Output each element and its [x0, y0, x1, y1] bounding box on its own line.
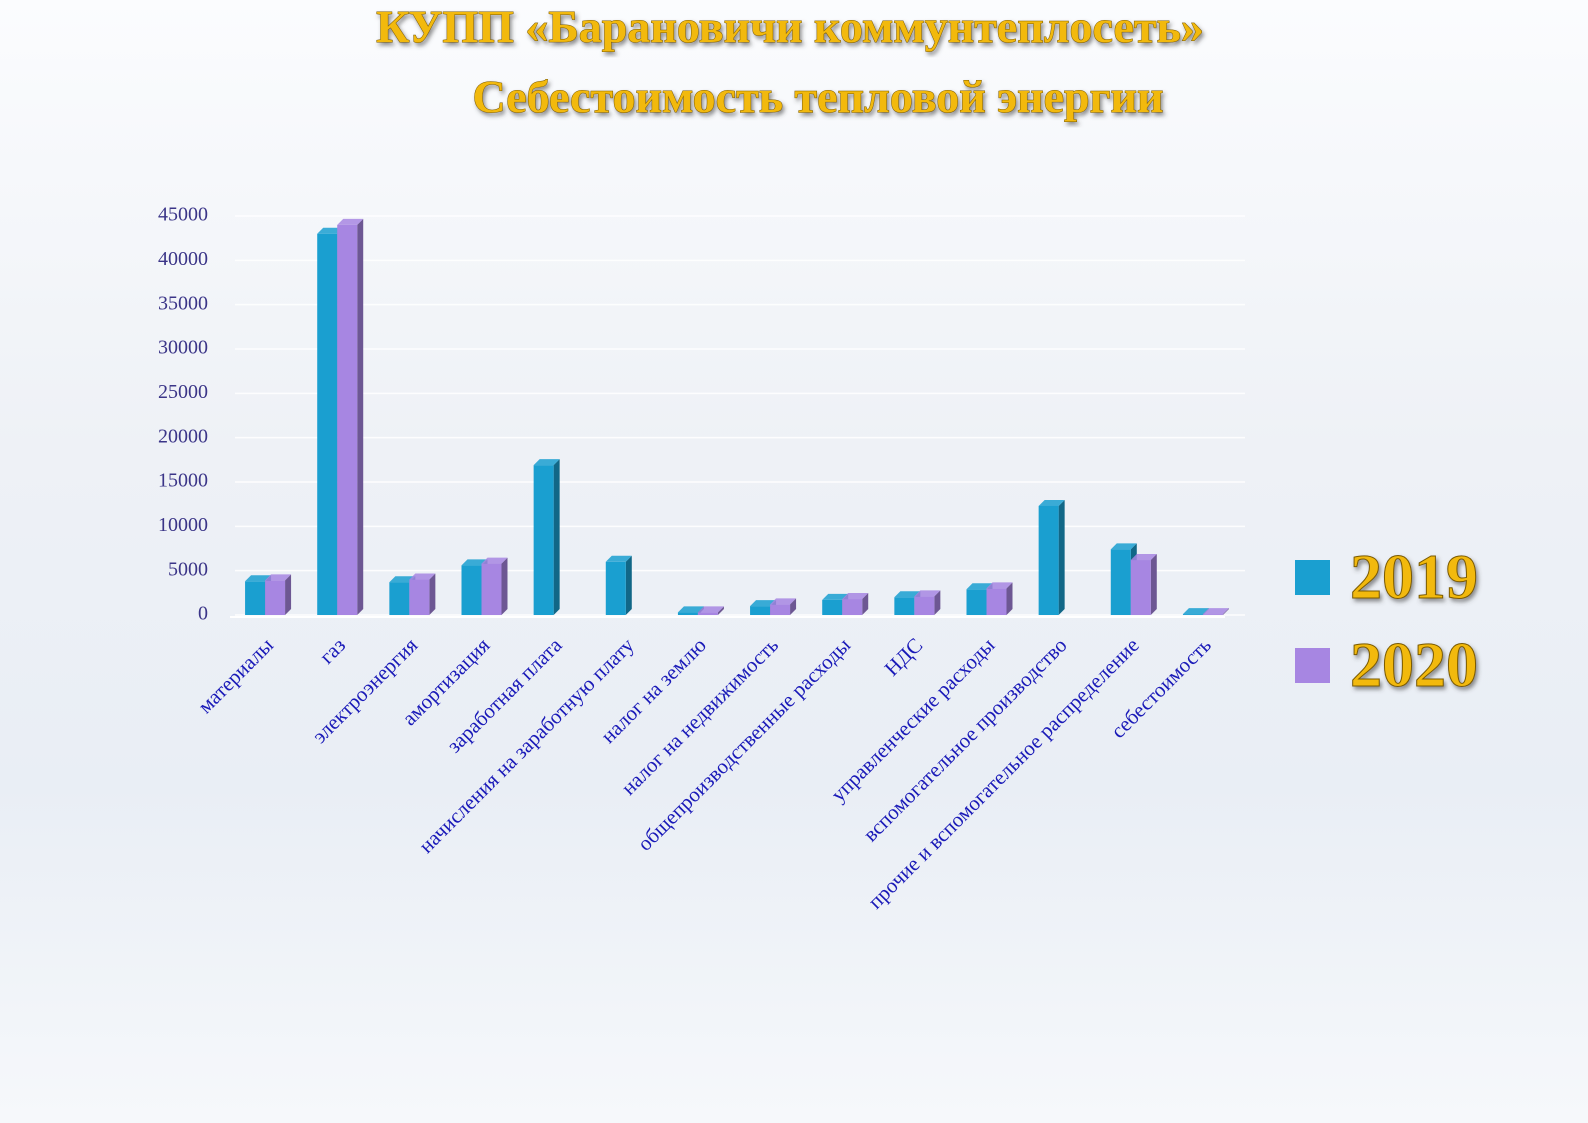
bar-top — [914, 590, 941, 597]
bar-top — [461, 559, 488, 566]
bar — [481, 563, 502, 615]
bar — [894, 597, 915, 615]
legend-swatch — [1295, 560, 1330, 595]
bar-top — [1202, 608, 1229, 615]
bar — [533, 465, 554, 615]
bar-side — [357, 218, 364, 615]
bar-top — [822, 593, 849, 600]
bar — [966, 589, 987, 615]
bar — [822, 599, 843, 615]
bar-side — [1222, 608, 1229, 615]
y-tick-label: 20000 — [158, 425, 208, 447]
bar-top — [1182, 608, 1209, 615]
bar-side — [1150, 554, 1157, 615]
bar-side — [862, 593, 869, 615]
bar-top — [409, 573, 436, 580]
legend-label: 2020 — [1350, 629, 1478, 700]
legend-label: 2019 — [1350, 541, 1478, 612]
bar — [1130, 560, 1151, 615]
bar — [409, 579, 430, 615]
y-tick-label: 10000 — [158, 514, 208, 536]
bar — [317, 233, 338, 615]
bar-top — [389, 576, 416, 583]
bar — [337, 224, 358, 615]
bar-top — [677, 606, 704, 613]
chart-title: КУПП «Барановичи коммунтеплосеть» — [376, 1, 1204, 52]
legend-swatch — [1295, 648, 1330, 683]
bar-top — [894, 591, 921, 598]
bar-top — [750, 600, 777, 607]
y-tick-label: 40000 — [158, 248, 208, 270]
bar-side — [553, 459, 560, 615]
bar-side — [429, 573, 436, 615]
bar — [265, 580, 286, 615]
bar-top — [842, 593, 869, 600]
y-tick-label: 15000 — [158, 470, 208, 492]
y-tick-label: 0 — [198, 603, 208, 625]
bar — [697, 612, 718, 615]
bar-side — [625, 555, 632, 615]
y-tick-label: 35000 — [158, 292, 208, 314]
bar — [389, 582, 410, 615]
bar-top — [337, 218, 364, 225]
bar — [1202, 614, 1223, 615]
y-tick-label: 45000 — [158, 204, 208, 226]
bar-side — [1006, 582, 1013, 615]
bar-side — [1058, 499, 1065, 615]
bar-side — [501, 557, 508, 615]
bar-top — [966, 583, 993, 590]
chart-subtitle: Себестоимость тепловой энергии — [472, 71, 1163, 122]
bar-side — [934, 590, 941, 615]
bar-side — [717, 606, 724, 615]
bar-top — [770, 598, 797, 605]
bar — [770, 604, 791, 615]
bar-top — [697, 606, 724, 613]
bar-top — [605, 555, 632, 562]
bar-top — [1110, 543, 1137, 550]
bar — [677, 612, 698, 615]
bar — [750, 606, 771, 615]
bar-top — [481, 557, 508, 564]
bar — [245, 581, 266, 615]
bar-side — [790, 598, 797, 615]
bar — [605, 561, 626, 615]
y-tick-label: 25000 — [158, 381, 208, 403]
bar — [1110, 549, 1131, 615]
bar — [842, 599, 863, 615]
bar-top — [265, 574, 292, 581]
bar — [461, 565, 482, 615]
bar-top — [317, 227, 344, 234]
bar-top — [986, 582, 1013, 589]
bar — [1182, 614, 1203, 615]
bar-top — [245, 575, 272, 582]
bar-top — [1130, 554, 1157, 561]
y-tick-label: 5000 — [168, 558, 208, 580]
bar — [986, 588, 1007, 615]
y-tick-label: 30000 — [158, 337, 208, 359]
bar-side — [285, 574, 292, 615]
bar — [914, 596, 935, 615]
bar-top — [1038, 499, 1065, 506]
bar — [1038, 505, 1059, 615]
bar-top — [533, 459, 560, 466]
